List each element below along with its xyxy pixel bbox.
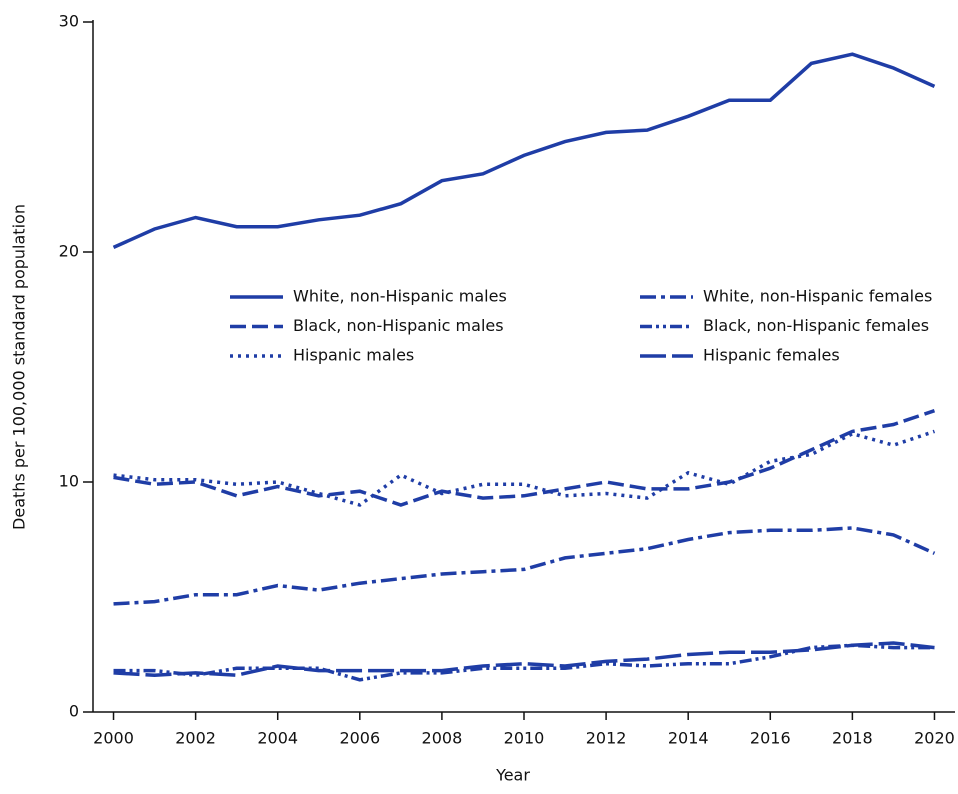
- series-line: [112, 52, 936, 249]
- x-tick-label: 2010: [504, 729, 545, 748]
- series-line: [113, 429, 936, 507]
- x-tick-label: 2000: [93, 729, 134, 748]
- series-line: [113, 409, 936, 507]
- x-tick-label: 2004: [257, 729, 298, 748]
- x-tick-label: 2008: [422, 729, 463, 748]
- series-line: [113, 643, 935, 682]
- legend-label: White, non-Hispanic males: [293, 287, 507, 306]
- x-tick-label: 2016: [750, 729, 791, 748]
- y-axis-label: Deaths per 100,000 standard population: [10, 204, 29, 530]
- y-tick-label: 10: [59, 472, 79, 491]
- x-tick-label: 2020: [914, 729, 955, 748]
- legend-label: Hispanic females: [703, 346, 840, 365]
- x-tick-label: 2006: [339, 729, 380, 748]
- x-tick-label: 2014: [668, 729, 709, 748]
- y-tick-label: 30: [59, 12, 79, 31]
- legend-label: White, non-Hispanic females: [703, 287, 932, 306]
- y-tick-label: 20: [59, 242, 79, 261]
- x-tick-label: 2002: [175, 729, 216, 748]
- x-tick-label: 2018: [832, 729, 873, 748]
- x-axis-label: Year: [495, 766, 530, 785]
- legend-label: Black, non-Hispanic males: [293, 316, 504, 335]
- y-tick-label: 0: [69, 702, 79, 721]
- x-tick-label: 2012: [586, 729, 627, 748]
- series-line: [113, 526, 936, 606]
- series-line: [113, 641, 935, 677]
- legend-label: Black, non-Hispanic females: [703, 316, 929, 335]
- legend-label: Hispanic males: [293, 346, 414, 365]
